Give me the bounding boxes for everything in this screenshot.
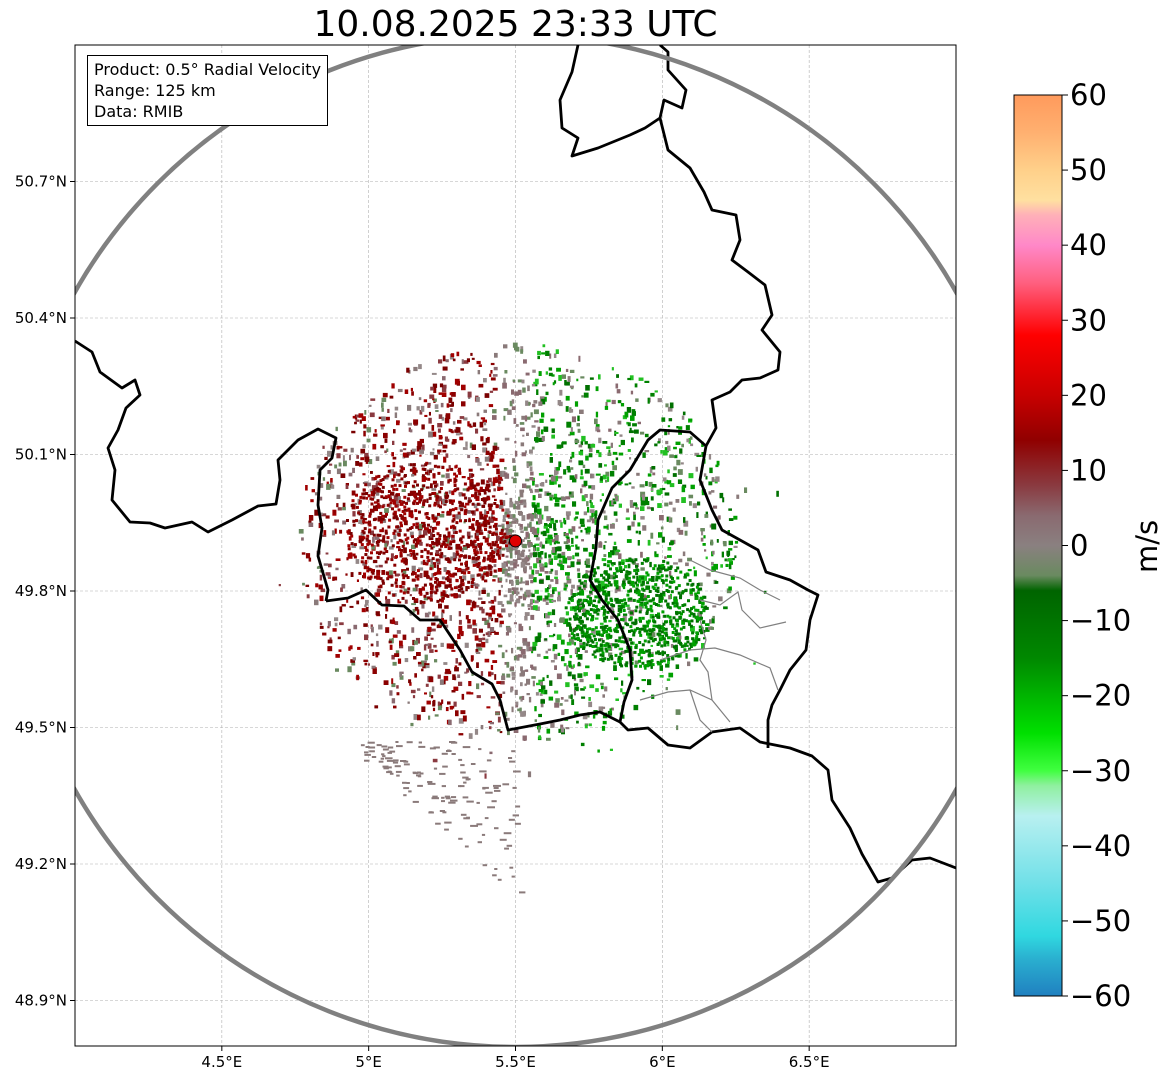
info-range: Range: 125 km bbox=[94, 81, 216, 100]
lat-tick-label: 50.7°N bbox=[15, 173, 67, 191]
longitude-axis: 4.5°E 5°E 5.5°E 6°E 6.5°E bbox=[201, 1046, 830, 1071]
info-product: Product: 0.5° Radial Velocity bbox=[94, 60, 322, 79]
colorbar-tick-label: −10 bbox=[1070, 604, 1131, 638]
border-lux-east bbox=[698, 445, 820, 748]
border-east bbox=[588, 117, 782, 723]
colorbar-units-label: m/s bbox=[1130, 519, 1164, 573]
border-northeast bbox=[558, 45, 688, 158]
district-borders bbox=[639, 559, 787, 733]
radar-site-marker bbox=[509, 534, 522, 548]
colorbar-tick-label: 50 bbox=[1070, 153, 1107, 187]
lon-tick-label: 4.5°E bbox=[201, 1053, 242, 1071]
colorbar-tick-label: 0 bbox=[1070, 529, 1088, 563]
colorbar-tick-label: 60 bbox=[1070, 78, 1107, 112]
radar-echoes bbox=[278, 342, 779, 894]
colorbar-tick-label: 30 bbox=[1070, 303, 1107, 337]
colorbar-tick-label: −40 bbox=[1070, 829, 1131, 863]
country-borders bbox=[75, 45, 956, 884]
colorbar-tick-label: −50 bbox=[1070, 904, 1131, 938]
lat-tick-label: 49.8°N bbox=[15, 582, 67, 600]
product-info-box: Product: 0.5° Radial Velocity Range: 125… bbox=[87, 55, 329, 126]
lon-tick-label: 6°E bbox=[649, 1053, 676, 1071]
colorbar-tick-label: −60 bbox=[1070, 979, 1131, 1013]
colorbar-tick-label: 40 bbox=[1070, 228, 1107, 262]
lon-tick-label: 5.5°E bbox=[495, 1053, 536, 1071]
lat-tick-label: 50.1°N bbox=[15, 446, 67, 464]
latitude-axis: 48.9°N 49.2°N 49.5°N 49.8°N 50.1°N 50.4°N 50.7… bbox=[15, 173, 75, 1010]
lon-tick-label: 5°E bbox=[355, 1053, 382, 1071]
colorbar-tick-label: 20 bbox=[1070, 378, 1107, 412]
colorbar-ticks: 60 50 40 30 20 10 0 −10 −20 −30 −40 −50 −60 bbox=[1062, 78, 1131, 1013]
colorbar-tick-label: 10 bbox=[1070, 453, 1107, 487]
map-title: 10.08.2025 23:33 UTC bbox=[313, 4, 718, 45]
colorbar-tick-label: −20 bbox=[1070, 679, 1131, 713]
lat-tick-label: 49.2°N bbox=[15, 855, 67, 873]
colorbar-tick-label: −30 bbox=[1070, 754, 1131, 788]
lon-tick-label: 6.5°E bbox=[789, 1053, 830, 1071]
map-area bbox=[75, 45, 956, 1046]
lat-tick-label: 48.9°N bbox=[15, 992, 67, 1010]
lat-tick-label: 49.5°N bbox=[15, 719, 67, 737]
colorbar-bar bbox=[1013, 94, 1063, 997]
info-data-source: Data: RMIB bbox=[94, 102, 184, 121]
border-west bbox=[75, 339, 338, 602]
lat-tick-label: 50.4°N bbox=[15, 309, 67, 327]
colorbar: 60 50 40 30 20 10 0 −10 −20 −30 −40 −50 −60 bbox=[1013, 78, 1131, 1013]
border-south bbox=[325, 588, 956, 884]
